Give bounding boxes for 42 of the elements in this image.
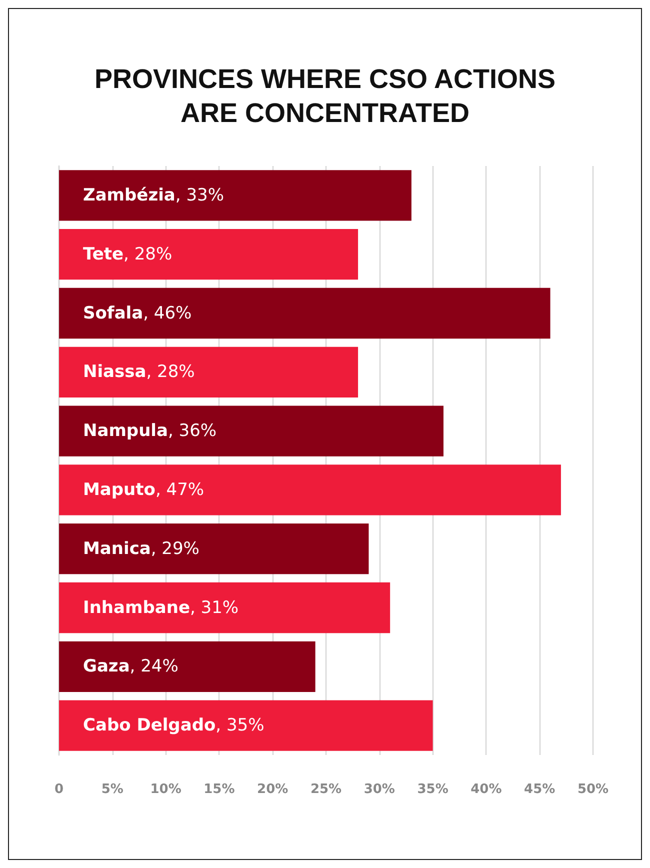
x-tick-label: 35% bbox=[417, 782, 448, 797]
y-tick-label: Zambézia bbox=[83, 185, 176, 206]
chart-title: PROVINCES WHERE CSO ACTIONS ARE CONCENTRATED bbox=[94, 64, 556, 128]
y-tick-label: Tete bbox=[83, 244, 124, 264]
bar bbox=[59, 406, 444, 456]
bar bbox=[59, 524, 369, 574]
x-tick-label: 25% bbox=[310, 782, 342, 797]
bar bbox=[59, 229, 358, 280]
x-tick-label: 45% bbox=[524, 782, 556, 797]
x-tick-label: 20% bbox=[257, 782, 288, 797]
bar bbox=[59, 288, 550, 339]
y-tick-label: Manica bbox=[83, 538, 151, 559]
bar bbox=[59, 700, 433, 751]
data-label: , 31% bbox=[190, 598, 239, 618]
bar bbox=[59, 582, 390, 634]
y-tick-label: Cabo Delgado bbox=[83, 716, 216, 736]
data-label: , 35% bbox=[216, 716, 264, 736]
x-tick-label: 0 bbox=[54, 782, 64, 797]
y-tick-label: Nampula bbox=[83, 421, 168, 442]
data-label: , 36% bbox=[168, 421, 217, 442]
y-tick-label: Niassa bbox=[83, 362, 146, 382]
x-tick-label: 50% bbox=[577, 782, 609, 797]
bar bbox=[59, 346, 358, 398]
bar bbox=[59, 464, 561, 516]
data-label: , 46% bbox=[143, 303, 192, 324]
x-tick-label: 40% bbox=[470, 782, 502, 797]
y-tick-label: Maputo bbox=[83, 480, 156, 500]
x-tick-label: 10% bbox=[150, 782, 182, 797]
y-tick-label: Sofala bbox=[83, 303, 144, 324]
x-tick-label: 5% bbox=[101, 782, 124, 797]
y-tick-label: Gaza bbox=[83, 656, 130, 677]
data-label: , 47% bbox=[155, 480, 204, 500]
data-label: , 28% bbox=[146, 362, 195, 382]
data-label: , 24% bbox=[130, 656, 178, 677]
bar bbox=[59, 641, 316, 692]
bar bbox=[59, 170, 412, 221]
x-tick-label: 30% bbox=[364, 782, 395, 797]
y-tick-label: Inhambane bbox=[83, 598, 190, 618]
data-label: , 28% bbox=[124, 244, 172, 264]
data-label: , 29% bbox=[150, 538, 200, 559]
data-label: , 33% bbox=[175, 185, 224, 206]
x-tick-label: 15% bbox=[204, 782, 235, 797]
